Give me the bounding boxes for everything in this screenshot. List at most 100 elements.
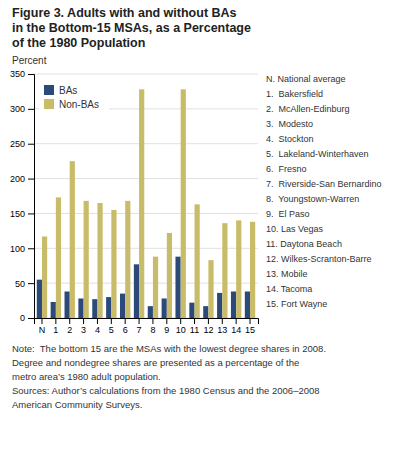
title: in the Bottom-15 MSAs, as a Percentage bbox=[12, 21, 251, 35]
bar bbox=[37, 280, 42, 318]
y-tick-mark bbox=[28, 109, 34, 110]
bar bbox=[208, 260, 213, 318]
x-tick-label: 5 bbox=[109, 325, 114, 335]
x-tick-label: 2 bbox=[67, 325, 72, 335]
x-axis-line bbox=[35, 319, 259, 325]
legend-swatch bbox=[44, 99, 54, 109]
annotation: 5. Lakeland-Winterhaven bbox=[266, 149, 369, 159]
annotation: 3. Modesto bbox=[266, 119, 313, 129]
x-tick: 7 bbox=[137, 318, 142, 335]
bar bbox=[78, 298, 83, 318]
x-tick-mark bbox=[152, 318, 153, 324]
y-tick-mark bbox=[28, 144, 34, 145]
x-tick: 9 bbox=[164, 318, 169, 335]
y-tick-mark bbox=[28, 213, 34, 214]
x-tick-label: 6 bbox=[123, 325, 128, 335]
bar bbox=[236, 220, 241, 318]
y-tick-label: 300 bbox=[10, 104, 25, 114]
bar bbox=[139, 89, 144, 318]
note: American Community Surveys. bbox=[12, 399, 142, 410]
annotation: 9. El Paso bbox=[266, 209, 310, 219]
x-tick: 6 bbox=[123, 318, 128, 335]
legend-label: Non-BAs bbox=[59, 99, 99, 110]
x-tick-mark bbox=[222, 318, 223, 324]
annotation: 11. Daytona Beach bbox=[266, 239, 342, 249]
annotation: 14. Tacoma bbox=[266, 284, 312, 294]
x-tick-mark bbox=[111, 318, 112, 324]
y-tick: 200 bbox=[10, 174, 34, 184]
x-tick-label: 3 bbox=[81, 325, 86, 335]
annotation: 13. Mobile bbox=[266, 269, 308, 279]
bar bbox=[125, 201, 130, 318]
y-tick-label: 100 bbox=[10, 244, 25, 254]
x-tick-mark bbox=[194, 318, 195, 324]
note: Degree and nondegree shares are presente… bbox=[12, 357, 299, 368]
x-tick-mark bbox=[166, 318, 167, 324]
bar bbox=[217, 293, 222, 318]
y-tick-label: 150 bbox=[10, 209, 25, 219]
y-tick-label: 200 bbox=[10, 174, 25, 184]
note: metro area’s 1980 adult population. bbox=[12, 371, 161, 382]
bar bbox=[92, 299, 97, 318]
bars bbox=[37, 89, 255, 318]
x-tick-label: 10 bbox=[176, 325, 186, 335]
annotation: 4. Stockton bbox=[266, 134, 314, 144]
x-tick-mark bbox=[125, 318, 126, 324]
legend: BAs Non-BAs bbox=[39, 79, 109, 115]
annotation: 10. Las Vegas bbox=[266, 224, 324, 234]
bar bbox=[203, 306, 208, 318]
x-tick: 5 bbox=[109, 318, 114, 335]
bar bbox=[70, 161, 75, 318]
x-tick: 4 bbox=[95, 318, 100, 335]
legend-label: BAs bbox=[59, 85, 77, 96]
bar bbox=[175, 257, 180, 318]
notes: Note: The bottom 15 are the MSAs with th… bbox=[12, 343, 326, 410]
x-tick-mark bbox=[83, 318, 84, 324]
annotations: N. National average1. Bakersfield2. McAl… bbox=[266, 74, 382, 309]
note: Sources: Author’s calculations from the … bbox=[12, 385, 320, 396]
x-tick-mark bbox=[236, 318, 237, 324]
x-tick: 10 bbox=[176, 318, 186, 335]
annotation: 2. McAllen-Edinburg bbox=[266, 104, 350, 114]
x-tick: 11 bbox=[190, 318, 199, 335]
grid-line bbox=[34, 178, 258, 179]
bar bbox=[56, 197, 61, 318]
y-tick: 350 bbox=[10, 69, 34, 79]
y-tick: 150 bbox=[10, 209, 34, 219]
y-tick: 0 bbox=[20, 313, 34, 323]
bar bbox=[148, 306, 153, 318]
legend-background bbox=[39, 79, 109, 115]
y-tick-mark bbox=[28, 248, 34, 249]
bar bbox=[162, 298, 167, 318]
bar bbox=[111, 210, 116, 318]
x-tick-mark bbox=[55, 318, 56, 324]
bar-series bbox=[42, 89, 255, 318]
y-tick: 300 bbox=[10, 104, 34, 114]
x-tick-label: 4 bbox=[95, 325, 100, 335]
x-tick: 1 bbox=[53, 318, 58, 335]
annotation: 15. Fort Wayne bbox=[266, 299, 327, 309]
bar bbox=[42, 236, 47, 318]
y-tick-label: 250 bbox=[10, 139, 25, 149]
x-tick-mark bbox=[97, 318, 98, 324]
y-tick-label: 50 bbox=[15, 279, 25, 289]
x-tick-label: 8 bbox=[150, 325, 155, 335]
y-tick-mark bbox=[28, 179, 34, 180]
note: Note: The bottom 15 are the MSAs with th… bbox=[12, 343, 326, 354]
bar bbox=[120, 294, 125, 318]
bar bbox=[250, 222, 255, 318]
grid-line bbox=[34, 213, 258, 214]
y-tick-label: 350 bbox=[10, 69, 25, 79]
bar bbox=[84, 201, 89, 318]
x-tick-label: 11 bbox=[190, 325, 199, 335]
annotation: 7. Riverside-San Bernardino bbox=[266, 179, 382, 189]
bar bbox=[245, 292, 250, 318]
bar bbox=[97, 203, 102, 318]
y-tick-mark bbox=[28, 283, 34, 284]
x-tick-mark bbox=[250, 318, 251, 324]
x-tick-label: 14 bbox=[231, 325, 241, 335]
x-axis: N123456789101112131415 bbox=[35, 318, 259, 335]
y-tick-mark bbox=[28, 74, 34, 75]
y-axis-label: Percent bbox=[12, 55, 47, 66]
x-tick-mark bbox=[69, 318, 70, 324]
